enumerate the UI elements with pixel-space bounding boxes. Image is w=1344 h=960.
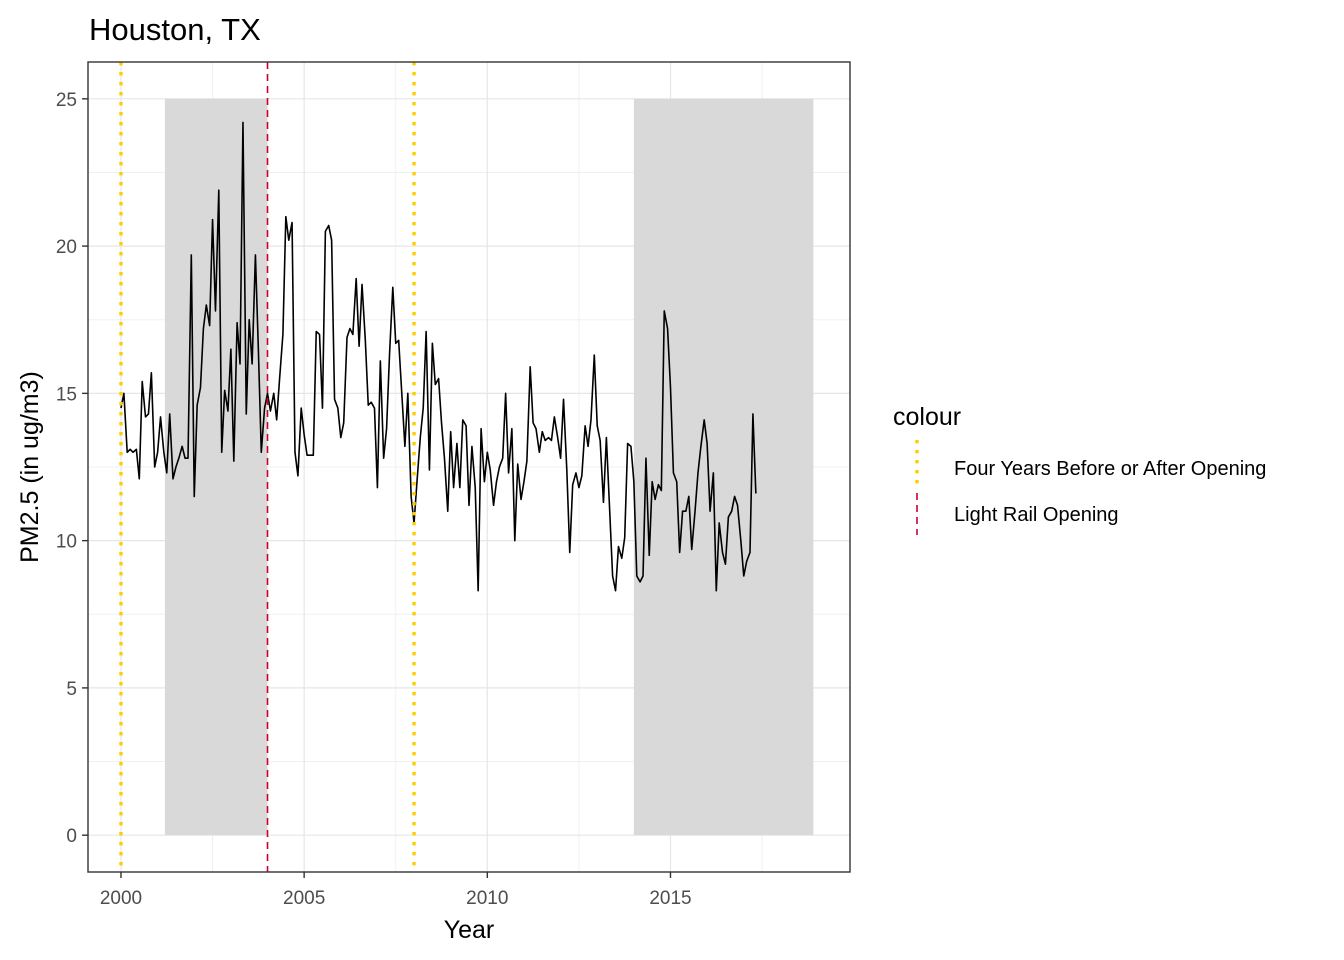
- x-tick-label: 2010: [466, 888, 508, 909]
- legend-title: colour: [893, 403, 961, 431]
- chart-title: Houston, TX: [89, 12, 261, 47]
- y-tick-label: 10: [56, 532, 77, 553]
- reference-lines: [119, 62, 416, 872]
- x-tick-label: 2015: [649, 888, 691, 909]
- y-axis-ticks: 0 5 10 15 20 25: [56, 90, 88, 847]
- x-tick-label: 2000: [100, 888, 142, 909]
- legend-label-light-rail: Light Rail Opening: [954, 504, 1119, 526]
- y-tick-label: 0: [66, 826, 77, 847]
- plot-panel: [87, 61, 851, 873]
- series-lines: [120, 121, 757, 592]
- x-axis-title: Year: [444, 916, 495, 944]
- shaded-region: [164, 98, 268, 836]
- y-tick-label: 25: [56, 90, 77, 111]
- shaded-region: [633, 98, 814, 836]
- y-tick-label: 15: [56, 384, 77, 405]
- shaded-regions: [164, 98, 814, 836]
- x-tick-label: 2005: [283, 888, 325, 909]
- y-tick-label: 20: [56, 237, 77, 258]
- y-axis-title: PM2.5 (in ug/m3): [16, 371, 44, 563]
- panel-border: [87, 61, 851, 873]
- legend: colour Four Years Before or After Openin…: [893, 403, 1266, 535]
- y-tick-label: 5: [66, 679, 77, 700]
- pm25-series-line: [120, 121, 757, 592]
- legend-label-four-years: Four Years Before or After Opening: [954, 458, 1266, 480]
- x-axis-ticks: 2000 2005 2010 2015: [100, 872, 692, 909]
